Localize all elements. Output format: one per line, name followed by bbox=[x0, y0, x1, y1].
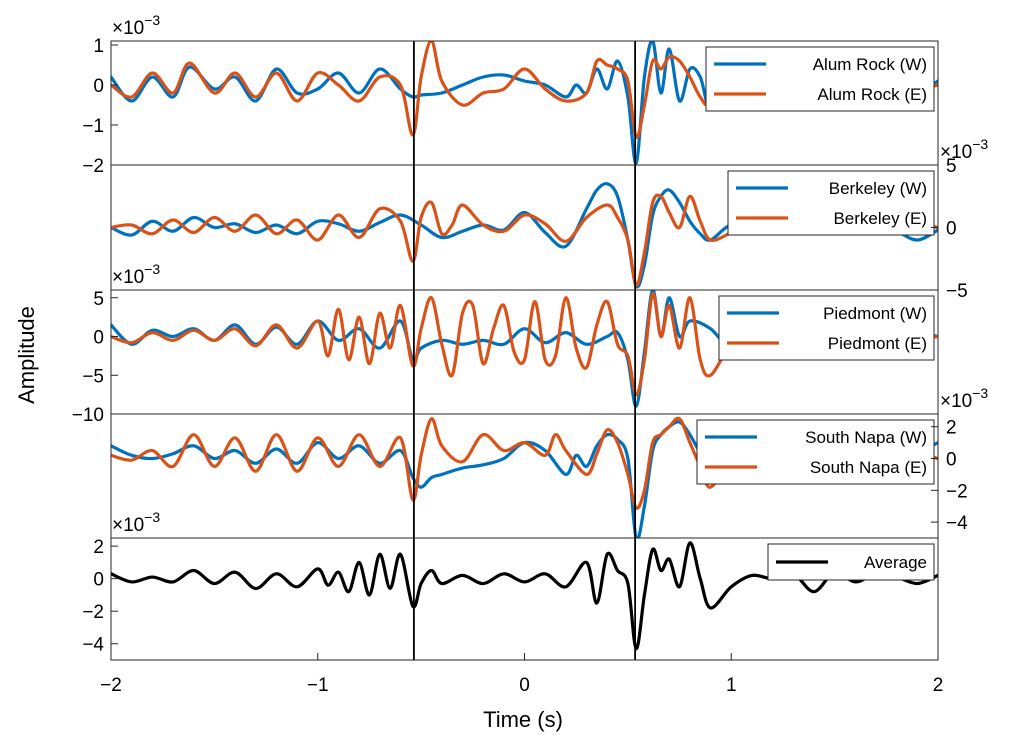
legend-alum-rock: Alum Rock (W) Alum Rock (E) bbox=[705, 46, 935, 112]
axes-layer: 10−1−2×10−350−5×10−350−5−10×10−320−2−4×1… bbox=[72, 12, 989, 696]
y-tick-label-berkeley-1: 0 bbox=[946, 219, 957, 240]
x-tick-label-3: 1 bbox=[726, 675, 737, 696]
y-tick-label-alum-rock-1: 0 bbox=[93, 76, 104, 97]
legend-box-berkeley bbox=[727, 170, 935, 236]
legend-label-piedmont-1: Piedmont (E) bbox=[828, 334, 927, 353]
legend-piedmont: Piedmont (W) Piedmont (E) bbox=[718, 295, 935, 361]
legend-label-average-0: Average bbox=[864, 553, 927, 572]
legend-berkeley: Berkeley (W) Berkeley (E) bbox=[727, 170, 935, 236]
y-axis-title: Amplitude bbox=[14, 306, 39, 404]
y-tick-label-south-napa-1: 0 bbox=[946, 450, 957, 471]
x-tick-label-0: −2 bbox=[100, 675, 122, 696]
panel-average bbox=[111, 541, 938, 651]
legend-south-napa: South Napa (W) South Napa (E) bbox=[696, 419, 935, 485]
x-tick-label-4: 2 bbox=[933, 675, 944, 696]
legend-box-alum-rock bbox=[705, 46, 935, 112]
legend-label-alum-rock-0: Alum Rock (W) bbox=[813, 55, 927, 74]
y-tick-label-average-1: 0 bbox=[93, 570, 104, 591]
x-tick-label-2: 0 bbox=[519, 675, 530, 696]
y-tick-label-piedmont-2: −5 bbox=[82, 366, 104, 387]
y-exponent-piedmont: ×10−3 bbox=[112, 261, 160, 288]
legend-box-piedmont bbox=[718, 295, 935, 361]
y-tick-label-berkeley-0: 5 bbox=[946, 156, 957, 177]
y-tick-label-south-napa-2: −2 bbox=[946, 481, 968, 502]
y-exponent-berkeley: ×10−3 bbox=[940, 136, 988, 163]
legend-label-berkeley-0: Berkeley (W) bbox=[829, 179, 927, 198]
y-tick-label-average-3: −4 bbox=[82, 635, 104, 656]
y-tick-label-south-napa-3: −4 bbox=[946, 513, 968, 534]
y-tick-label-piedmont-1: 0 bbox=[93, 328, 104, 349]
y-tick-label-berkeley-2: −5 bbox=[946, 281, 968, 302]
y-tick-label-alum-rock-2: −1 bbox=[82, 116, 104, 137]
x-tick-label-1: −1 bbox=[307, 675, 329, 696]
y-tick-label-average-0: 2 bbox=[93, 537, 104, 558]
y-exponent-south-napa: ×10−3 bbox=[940, 385, 988, 412]
y-tick-label-alum-rock-0: 1 bbox=[93, 36, 104, 57]
y-tick-label-piedmont-3: −10 bbox=[72, 405, 104, 426]
x-axis-title: Time (s) bbox=[483, 707, 563, 732]
y-exponent-average: ×10−3 bbox=[112, 509, 160, 536]
y-tick-label-average-2: −2 bbox=[82, 602, 104, 623]
legend-label-berkeley-1: Berkeley (E) bbox=[833, 209, 927, 228]
vertical-marker-lines bbox=[412, 41, 637, 660]
series-line-average-0 bbox=[111, 541, 938, 651]
legends-layer: Alum Rock (W)Alum Rock (E)Berkeley (W)Be… bbox=[696, 46, 935, 581]
panels-layer bbox=[111, 41, 938, 651]
legend-label-piedmont-0: Piedmont (W) bbox=[823, 304, 927, 323]
legend-average: Average bbox=[767, 543, 935, 581]
y-exponent-alum-rock: ×10−3 bbox=[112, 12, 160, 39]
y-tick-label-south-napa-0: 2 bbox=[946, 418, 957, 439]
legend-label-south-napa-0: South Napa (W) bbox=[805, 428, 927, 447]
legend-box-south-napa bbox=[696, 419, 935, 485]
legend-label-south-napa-1: South Napa (E) bbox=[810, 458, 927, 477]
y-tick-label-piedmont-0: 5 bbox=[93, 289, 104, 310]
y-tick-label-alum-rock-3: −2 bbox=[82, 156, 104, 177]
legend-label-alum-rock-1: Alum Rock (E) bbox=[817, 85, 927, 104]
